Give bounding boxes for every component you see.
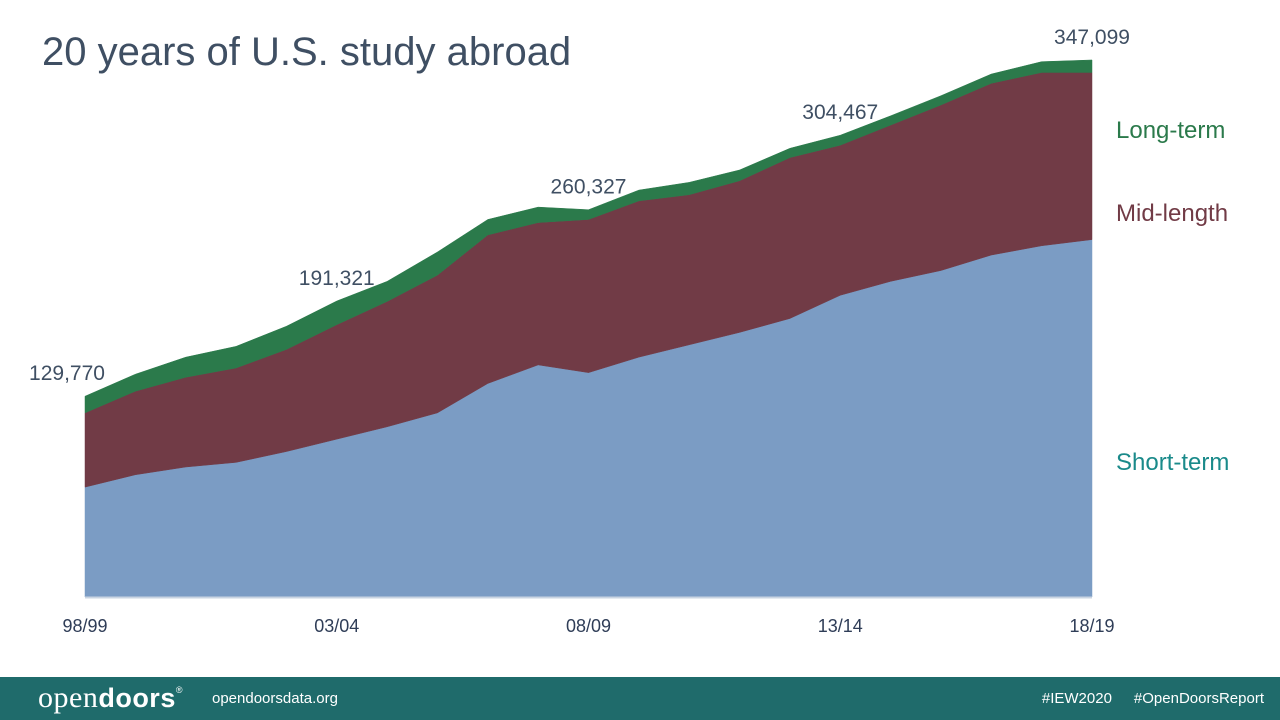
hashtags: #IEW2020 #OpenDoorsReport [1020,690,1264,707]
site-url[interactable]: opendoorsdata.org [212,690,338,707]
series-label-short-term: Short-term [1116,449,1229,476]
hashtag-iew: #IEW2020 [1041,690,1112,707]
x-tick-label: 03/04 [314,616,359,636]
series-label-long-term: Long-term [1116,117,1225,144]
footer-bar: opendoors® opendoorsdata.org #IEW2020 #Op… [0,677,1280,720]
x-tick-label: 18/19 [1069,616,1114,636]
page-title: 20 years of U.S. study abroad [42,30,572,74]
x-tick-label: 08/09 [566,616,611,636]
hashtag-opendoors: #OpenDoorsReport [1133,690,1264,707]
x-tick-label: 98/99 [62,616,107,636]
total-label: 191,321 [299,267,375,290]
opendoors-logo: opendoors® [38,681,183,714]
series-label-mid-length: Mid-length [1116,200,1228,227]
x-tick-label: 13/14 [818,616,863,636]
total-label: 260,327 [551,176,627,199]
total-label: 304,467 [802,101,878,124]
total-label: 129,770 [29,362,105,385]
area-chart: 98/99 03/04 08/09 13/14 18/19 129,770 191,321 2… [29,26,1229,636]
series-area-long-term [84,59,1093,414]
total-label: 347,099 [1054,26,1130,49]
